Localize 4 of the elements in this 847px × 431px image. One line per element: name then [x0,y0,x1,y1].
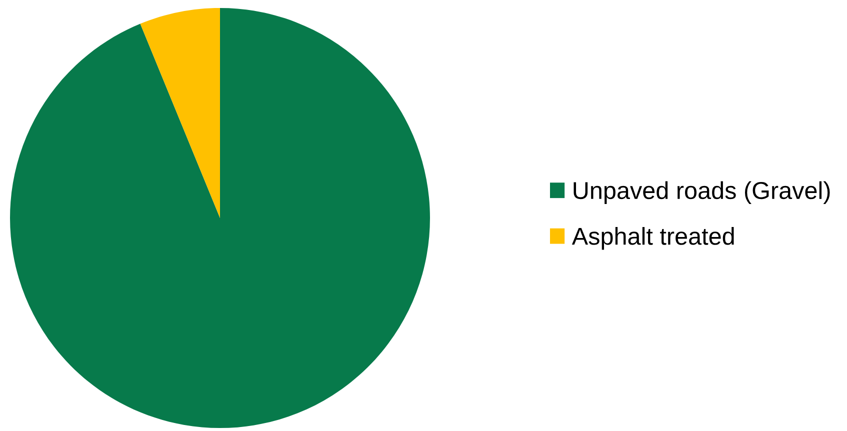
legend-label: Asphalt treated [572,227,734,250]
legend-label: Unpaved roads (Gravel) [574,181,830,204]
pie-slice [10,8,430,428]
pie-slice [140,8,220,218]
